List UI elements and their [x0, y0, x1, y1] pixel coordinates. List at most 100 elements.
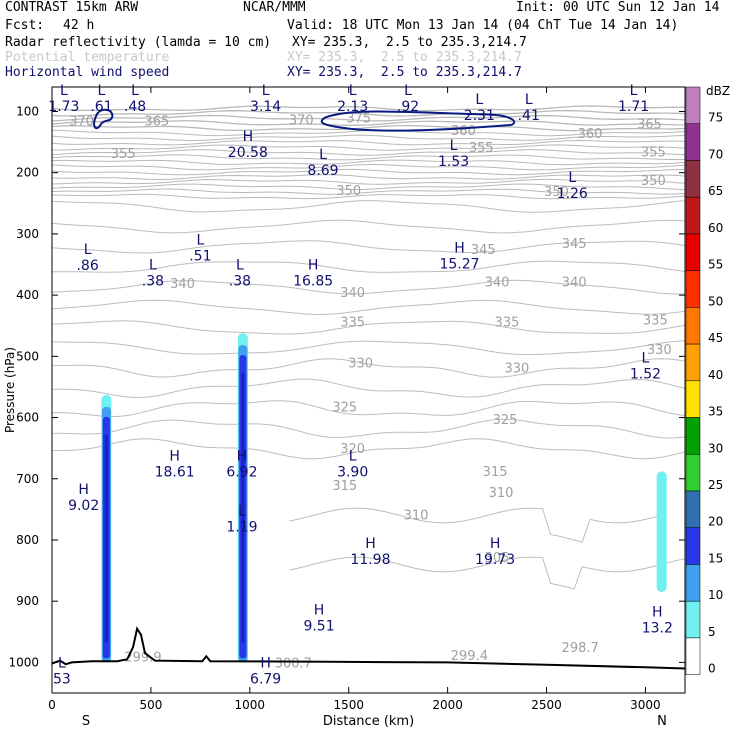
colorbar-level-label: 15 [708, 551, 723, 565]
forecast-label: Fcst: [5, 18, 45, 33]
plot-frame [51, 86, 686, 694]
wind-extremum-value: .86 [76, 258, 98, 274]
colorbar-swatch [685, 270, 701, 308]
theta-label: 330 [504, 361, 529, 376]
theta-label: 300.7 [275, 656, 312, 671]
wind-extremum-value: .51 [189, 248, 211, 264]
wind-extremum-value: 2.31 [464, 108, 495, 124]
colorbar-level-label: 70 [708, 147, 723, 161]
wind-extremum-marker: L [131, 83, 139, 99]
theta-contour [51, 183, 686, 190]
colorbar-level-label: 10 [708, 588, 723, 602]
y-tick-label: 800 [16, 533, 39, 547]
y-tick-label: 200 [16, 166, 39, 180]
wind-extremum-value: 9.02 [68, 498, 99, 514]
wind-extremum-marker: L [349, 83, 357, 99]
theta-contour [51, 219, 686, 234]
theta-contour [51, 438, 686, 460]
theta-contour [51, 240, 686, 254]
theta-label: 335 [495, 315, 520, 330]
theta-label: 340 [170, 277, 195, 292]
colorbar-swatch [685, 417, 701, 455]
wind-extremum-marker: L [236, 257, 244, 273]
theta-contour [51, 260, 686, 273]
theta-label: 335 [340, 315, 365, 330]
theta-contour [52, 144, 686, 151]
colorbar-swatch [685, 86, 701, 124]
wind-extremum-value: .41 [518, 108, 540, 124]
wind-extremum-value: 1.53 [438, 154, 469, 170]
theta-label: 310 [489, 486, 514, 501]
wind-extremum-value: 19.73 [475, 552, 515, 568]
theta-contour [51, 164, 686, 171]
wind-extremum-marker: L [568, 170, 576, 186]
x-tick-label: 2000 [432, 698, 463, 712]
theta-contour [51, 200, 686, 213]
theta-label: 315 [483, 465, 508, 480]
wind-extremum-value: 53 [53, 671, 71, 687]
y-tick-label: 600 [16, 411, 39, 425]
wind-extremum-marker: L [642, 350, 650, 366]
theta-label: 330 [348, 356, 373, 371]
wind-extremum-value: 1.71 [618, 99, 649, 115]
colorbar-swatch [685, 564, 701, 602]
wind-extremum-marker: L [404, 83, 412, 99]
theta-label: 325 [332, 401, 357, 416]
wind-extremum-marker: H [308, 257, 319, 273]
theta-contour [51, 109, 686, 117]
theta-label: 340 [562, 276, 587, 291]
theta-label: 355 [111, 147, 136, 162]
wind-extremum-marker: L [630, 83, 638, 99]
theta-label: 315 [332, 479, 357, 494]
wind-extremum-value: 16.85 [293, 273, 333, 289]
wind-extremum-value: .38 [229, 273, 251, 289]
theta-contour [51, 134, 686, 142]
theta-label: 325 [493, 413, 518, 428]
reflectivity-20dbz [104, 434, 108, 643]
theta-contour [51, 159, 686, 166]
theta-contour [52, 378, 686, 399]
wind-extremum-marker: H [454, 240, 465, 256]
init-time: Init: 00 UTC Sun 12 Jan 14 [516, 0, 720, 15]
x-tick-label: 0 [48, 698, 56, 712]
theta-contour [51, 154, 686, 161]
wind-extremum-value: .92 [397, 99, 419, 115]
theta-contour [51, 105, 685, 112]
wind-extremum-marker: L [262, 83, 270, 99]
wind-extremum-marker: L [196, 232, 204, 248]
y-tick-label: 500 [16, 349, 39, 363]
theta-label: 305 [485, 551, 510, 566]
wind-extremum-value: 20.58 [228, 145, 268, 161]
colorbar-level-label: 35 [708, 405, 723, 419]
organization-label: NCAR/MMM [243, 0, 306, 15]
wind-speed-contour [320, 110, 516, 132]
theta-contour [289, 507, 662, 543]
colorbar-level-label: 40 [708, 368, 723, 382]
theta-label: 335 [643, 314, 668, 329]
wind-extremum-value: 8.69 [307, 163, 338, 179]
wind-extremum-marker: H [490, 536, 501, 552]
colorbar-swatch [685, 196, 701, 235]
theta-contour [51, 168, 686, 176]
reflectivity-5dbz [656, 471, 667, 592]
colorbar-swatch [685, 380, 701, 418]
theta-label: 320 [340, 442, 365, 457]
x-tick-label: 2500 [531, 698, 562, 712]
colorbar-swatch [685, 637, 701, 675]
wind-extremum-value: .38 [142, 273, 164, 289]
theta-label: 345 [562, 237, 587, 252]
theta-label: 340 [340, 286, 365, 301]
colorbar-level-label: 60 [708, 221, 723, 235]
field-xy-reflectivity: XY= 235.3, 2.5 to 235.3,214.7 [292, 35, 527, 50]
wind-extremum-value: 2.13 [337, 99, 368, 115]
axis-end-label-south: S [82, 714, 90, 729]
colorbar-swatch [685, 233, 701, 271]
wind-extremum-marker: H [237, 448, 248, 464]
wind-extremum-value: 13.2 [642, 620, 673, 636]
wind-extremum-value: 1.26 [557, 186, 588, 202]
x-tick-label: 1500 [333, 698, 364, 712]
colorbar-swatch [685, 600, 701, 639]
field-name-wind: Horizontal wind speed [5, 65, 170, 80]
x-tick-label: 3000 [630, 698, 661, 712]
